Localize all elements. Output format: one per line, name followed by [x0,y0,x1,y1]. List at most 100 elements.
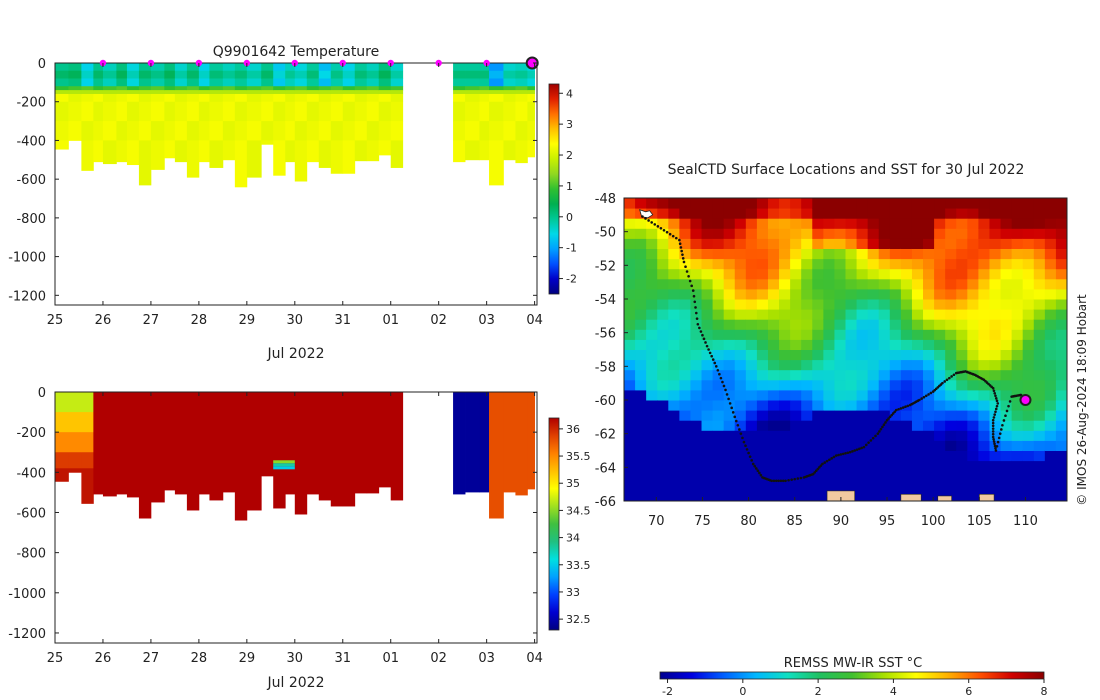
sst-cell [745,228,758,239]
salinity-y-tick-label: -800 [16,547,46,562]
temperature-cell [354,63,368,72]
sst-cell [646,238,658,249]
temperature-cell [81,140,94,171]
sst-cell [624,258,636,270]
sst-cell [723,470,736,482]
sst-cell [1022,218,1035,229]
temperature-cell [354,121,368,141]
sst-cell [790,400,802,411]
sst-cell [790,218,802,229]
temperature-cell [102,70,117,79]
temperature-cell [390,70,404,79]
sst-cell [812,278,824,290]
track-point [1004,414,1007,418]
track-point [924,394,928,398]
sst-cell [956,208,968,219]
sst-map-frame [623,197,1068,502]
sst-cell [635,369,647,381]
sst-cell [624,470,636,482]
sst-cell [834,319,846,330]
sst-cell [1022,319,1035,330]
temperature-cell [138,70,152,79]
sst-cell [1022,379,1035,391]
salinity-cell [55,392,69,413]
sst-cell [734,319,747,330]
sst-cell [967,248,979,260]
sst-cell [624,389,636,401]
sst-cell [690,248,703,260]
sst-cell [911,228,924,239]
temperature-cell [489,101,504,122]
sst-cell [1000,430,1013,441]
sst-cell [878,309,891,320]
sst-cell [723,208,736,219]
track-point [991,427,995,430]
sst-cell [1055,258,1067,270]
sst-cell [690,369,703,381]
temperature-cell [174,90,188,95]
temperature-cell [150,63,165,72]
sst-cell [790,208,802,219]
sst-cell [845,400,858,411]
sst-cell [734,450,747,462]
sst-cell [635,268,647,280]
sst-cell [1022,359,1035,371]
sst-cell [945,218,957,229]
sst-cell [878,198,891,209]
salinity-x-tick-label: 03 [478,651,495,666]
latest-location-marker [1019,394,1032,406]
track-point [701,333,704,337]
sst-cell [878,248,891,260]
sst-cell [790,248,802,260]
sst-cell [911,389,924,401]
sst-cell [745,319,758,330]
temperature-cell [378,101,392,122]
sst-cell [723,309,736,320]
track-point [751,462,755,466]
sst-cell [945,319,957,330]
sst-cell [900,248,913,260]
sst-cell [911,349,924,361]
track-point [710,354,713,358]
sst-cell [635,299,647,310]
track-point [993,442,996,446]
sst-cell [790,440,802,451]
sst-cell [1044,490,1057,501]
sst-cell [635,288,647,300]
sst-cell [967,198,979,209]
sst-cell [934,470,946,482]
sst-cell [967,410,979,421]
sst-cell [1044,268,1057,280]
sst-cell [756,339,769,350]
sst-cell [790,450,802,462]
sst-cell [723,258,736,270]
track-point [848,450,852,454]
sst-cell [679,258,691,270]
track-point [1007,404,1010,408]
sst-cell [923,430,935,441]
sst-cell [668,198,680,209]
sst-cell [889,389,902,401]
sst-cell [779,268,791,280]
sst-cell [834,329,846,340]
sst-cell [812,369,824,381]
sst-cell [635,400,647,411]
sst-cell [690,410,703,421]
sst-cell [1011,228,1024,239]
sst-cell [934,480,946,492]
sst-cell [701,278,714,290]
temperature-cell [285,93,296,103]
sst-cell [1055,319,1067,330]
sst-cell [989,278,1002,290]
sst-cell [790,359,802,371]
sst-cell [635,480,647,492]
sst-cell [1011,470,1024,482]
sst-cell [701,208,714,219]
salinity-x-tick-label: 01 [382,651,399,666]
track-point [918,398,921,402]
sst-cell [679,480,691,492]
sst-cell [668,369,680,381]
track-point [991,432,995,436]
sst-cell [756,440,769,451]
sst-cell [978,349,990,361]
